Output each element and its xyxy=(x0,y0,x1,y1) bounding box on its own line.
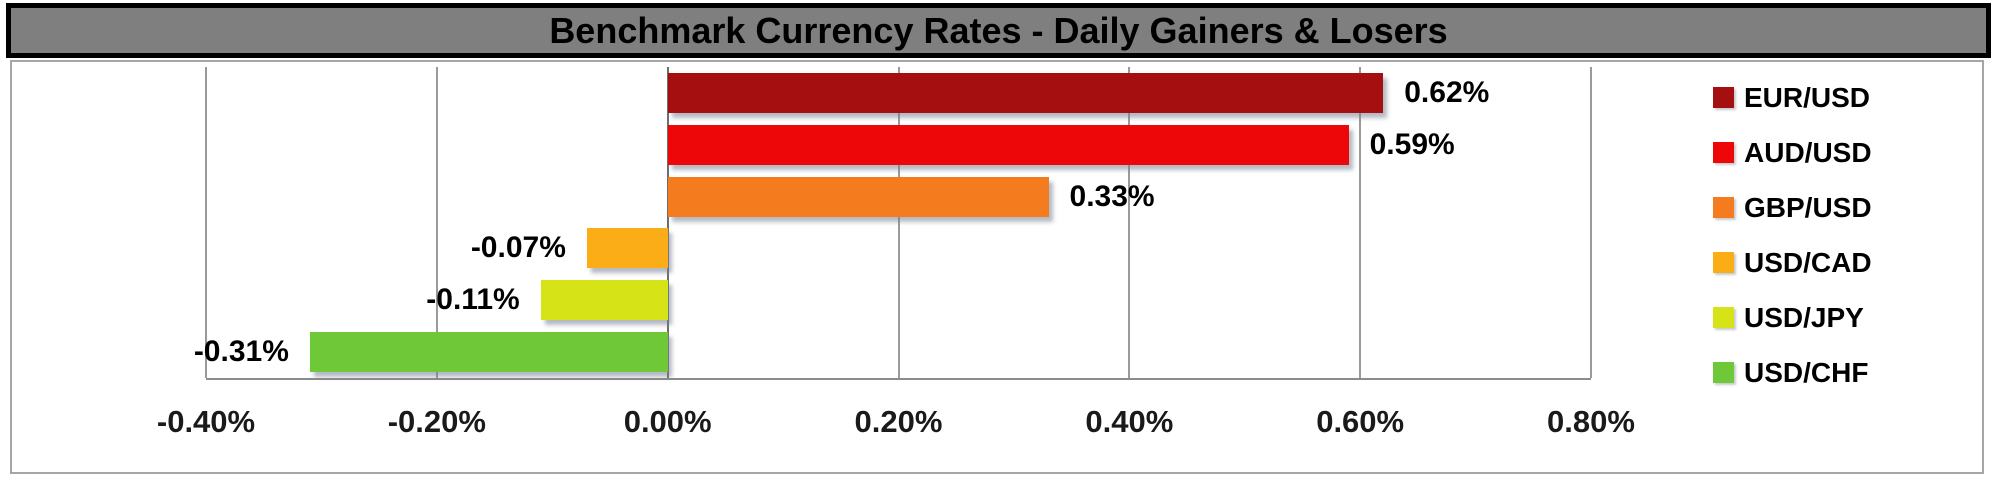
legend-swatch-icon xyxy=(1713,252,1734,273)
value-label-usd-cad: -0.07% xyxy=(470,231,566,265)
chart-title: Benchmark Currency Rates - Daily Gainers… xyxy=(549,9,1448,51)
x-tick-0.40pct: 0.40% xyxy=(1085,404,1174,439)
legend-swatch-icon xyxy=(1713,197,1734,218)
chart-title-band: Benchmark Currency Rates - Daily Gainers… xyxy=(6,3,1991,58)
x-tick-0.00pct: 0.00% xyxy=(623,404,712,439)
bar-usd-chf[interactable] xyxy=(309,332,668,373)
x-tick-0.80pct: 0.80% xyxy=(1547,404,1635,439)
bar-eur-usd[interactable] xyxy=(667,72,1384,113)
legend-item-eur-usd[interactable]: EUR/USD xyxy=(1713,70,1973,125)
gridline-0.60pct xyxy=(1359,67,1362,378)
legend-item-gbp-usd[interactable]: GBP/USD xyxy=(1713,180,1973,235)
bar-aud-usd[interactable] xyxy=(667,124,1349,165)
legend-label: GBP/USD xyxy=(1744,191,1872,223)
x-tick--0.40pct: -0.40% xyxy=(156,404,256,439)
gridline--0.20pct xyxy=(435,67,438,378)
legend-swatch-icon xyxy=(1713,362,1734,383)
legend-item-usd-jpy[interactable]: USD/JPY xyxy=(1713,290,1973,345)
x-tick-0.20pct: 0.20% xyxy=(854,404,943,439)
bar-gbp-usd[interactable] xyxy=(667,176,1049,217)
value-label-gbp-usd: 0.33% xyxy=(1069,179,1155,213)
value-label-usd-chf: -0.31% xyxy=(193,335,289,369)
gridline--0.40pct xyxy=(205,67,207,378)
gridline-0.00pct xyxy=(666,67,669,378)
value-label-usd-jpy: -0.11% xyxy=(426,283,520,317)
gridline-0.80pct xyxy=(1590,67,1592,378)
legend-item-aud-usd[interactable]: AUD/USD xyxy=(1713,125,1973,180)
legend-swatch-icon xyxy=(1713,142,1734,163)
legend-label: USD/JPY xyxy=(1744,301,1864,333)
legend-item-usd-cad[interactable]: USD/CAD xyxy=(1713,235,1973,290)
bar-usd-cad[interactable] xyxy=(586,228,668,269)
legend-swatch-icon xyxy=(1713,87,1734,108)
legend: EUR/USD AUD/USD GBP/USD USD/CAD USD/JPY USD/C… xyxy=(1713,70,1973,400)
legend-item-usd-chf[interactable]: USD/CHF xyxy=(1713,345,1973,400)
bar-usd-jpy[interactable] xyxy=(540,280,668,321)
x-axis: -0.40% -0.20% 0.00% 0.20% 0.40% 0.60% 0.80% xyxy=(157,400,1635,440)
x-tick--0.20pct: -0.20% xyxy=(387,404,486,439)
gridline-0.40pct xyxy=(1128,67,1131,378)
chart-body: 0.62% 0.59% 0.33% -0.07% -0.11% -0.31% -0.40%… xyxy=(10,60,1984,474)
value-label-eur-usd: 0.62% xyxy=(1404,75,1490,109)
legend-label: EUR/USD xyxy=(1744,81,1871,113)
x-tick-0.60pct: 0.60% xyxy=(1316,404,1405,439)
gridline-0.20pct xyxy=(897,67,900,378)
legend-label: USD/CHF xyxy=(1744,356,1869,388)
legend-swatch-icon xyxy=(1713,307,1734,328)
plot-area: 0.62% 0.59% 0.33% -0.07% -0.11% -0.31% xyxy=(194,67,1592,380)
legend-label: AUD/USD xyxy=(1744,136,1872,168)
legend-label: USD/CAD xyxy=(1744,246,1872,278)
value-label-aud-usd: 0.59% xyxy=(1369,127,1455,161)
